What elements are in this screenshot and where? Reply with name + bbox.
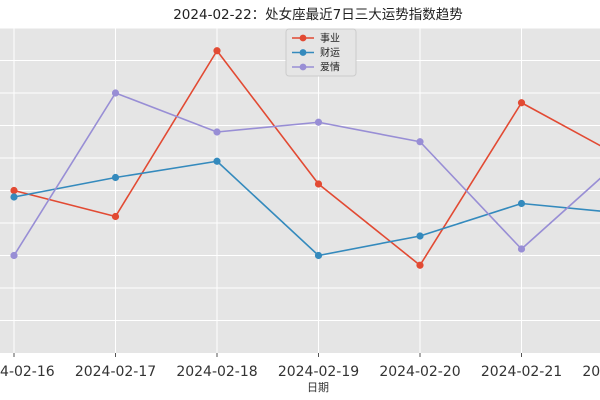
data-point <box>314 180 323 188</box>
series-爱情 <box>10 89 600 260</box>
data-point <box>213 47 221 55</box>
x-tick-label: 2024-02-21 <box>481 364 562 380</box>
legend-item: 事业 <box>292 32 340 45</box>
legend-item: 爱情 <box>292 61 340 74</box>
data-point <box>416 232 424 240</box>
data-point <box>10 251 18 260</box>
data-point <box>416 261 424 269</box>
data-point <box>213 157 221 165</box>
x-axis-label: 日期 <box>307 381 329 394</box>
legend-label: 财运 <box>320 46 340 59</box>
legend-marker <box>299 49 307 56</box>
x-tick-label: 2024-02-16 <box>0 364 55 380</box>
data-point <box>111 89 120 97</box>
series-财运 <box>10 157 600 260</box>
x-tick-label: 2024-02-17 <box>75 364 156 380</box>
series-事业 <box>10 47 600 269</box>
legend-marker <box>299 34 307 42</box>
x-tick-label: 2024-02-18 <box>176 364 257 380</box>
x-tick-label: 2024-02-22 <box>582 364 600 380</box>
data-point <box>314 251 323 260</box>
data-point <box>10 193 18 201</box>
data-point <box>111 212 120 221</box>
chart-title: 2024-02-22：处女座最近7日三大运势指数趋势 <box>173 6 463 23</box>
data-point <box>416 138 424 146</box>
data-point <box>517 199 526 208</box>
x-tick-label: 2024-02-19 <box>278 364 359 380</box>
series-layer <box>10 47 600 269</box>
legend-marker <box>299 63 307 71</box>
x-tick-label: 2024-02-20 <box>379 364 460 380</box>
data-point <box>111 173 120 182</box>
data-point <box>314 118 323 126</box>
data-point <box>10 186 18 195</box>
legend-label: 事业 <box>320 32 340 45</box>
x-axis: 2024-02-16 2024-02-17 2024-02-18 2024-02-19… <box>0 353 600 380</box>
data-point <box>517 245 526 253</box>
legend-item: 财运 <box>292 46 340 59</box>
data-point <box>517 99 526 107</box>
legend-label: 爱情 <box>320 61 340 74</box>
data-point <box>213 128 221 136</box>
